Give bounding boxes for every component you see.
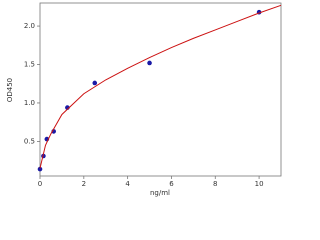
x-tick-label: 10 (255, 180, 264, 188)
page: {"chart_data": {"type": "scatter", "xlab… (6, 2, 282, 197)
plot-frame (39, 2, 282, 177)
data-point (37, 166, 43, 172)
y-tick-label: 2.0 (24, 22, 35, 30)
x-tick-label: 4 (125, 180, 130, 188)
x-tick-label: 0 (38, 180, 42, 188)
x-tick-label: 8 (213, 180, 217, 188)
x-axis-label: ng/ml (150, 189, 170, 197)
x-tick-label: 6 (169, 180, 174, 188)
y-axis-label: OD450 (6, 78, 14, 102)
y-tick-label: 1.5 (24, 61, 35, 69)
x-tick-label: 2 (82, 180, 86, 188)
data-point (147, 60, 152, 66)
chart: ng/ml OD450 0 2 4 6 8 10 0.5 1.0 1.5 2.0 (6, 2, 282, 197)
y-tick-label: 0.5 (24, 137, 35, 145)
data-point (92, 80, 98, 86)
y-tick-label: 1.0 (24, 99, 35, 107)
fit-curve (39, 4, 282, 169)
